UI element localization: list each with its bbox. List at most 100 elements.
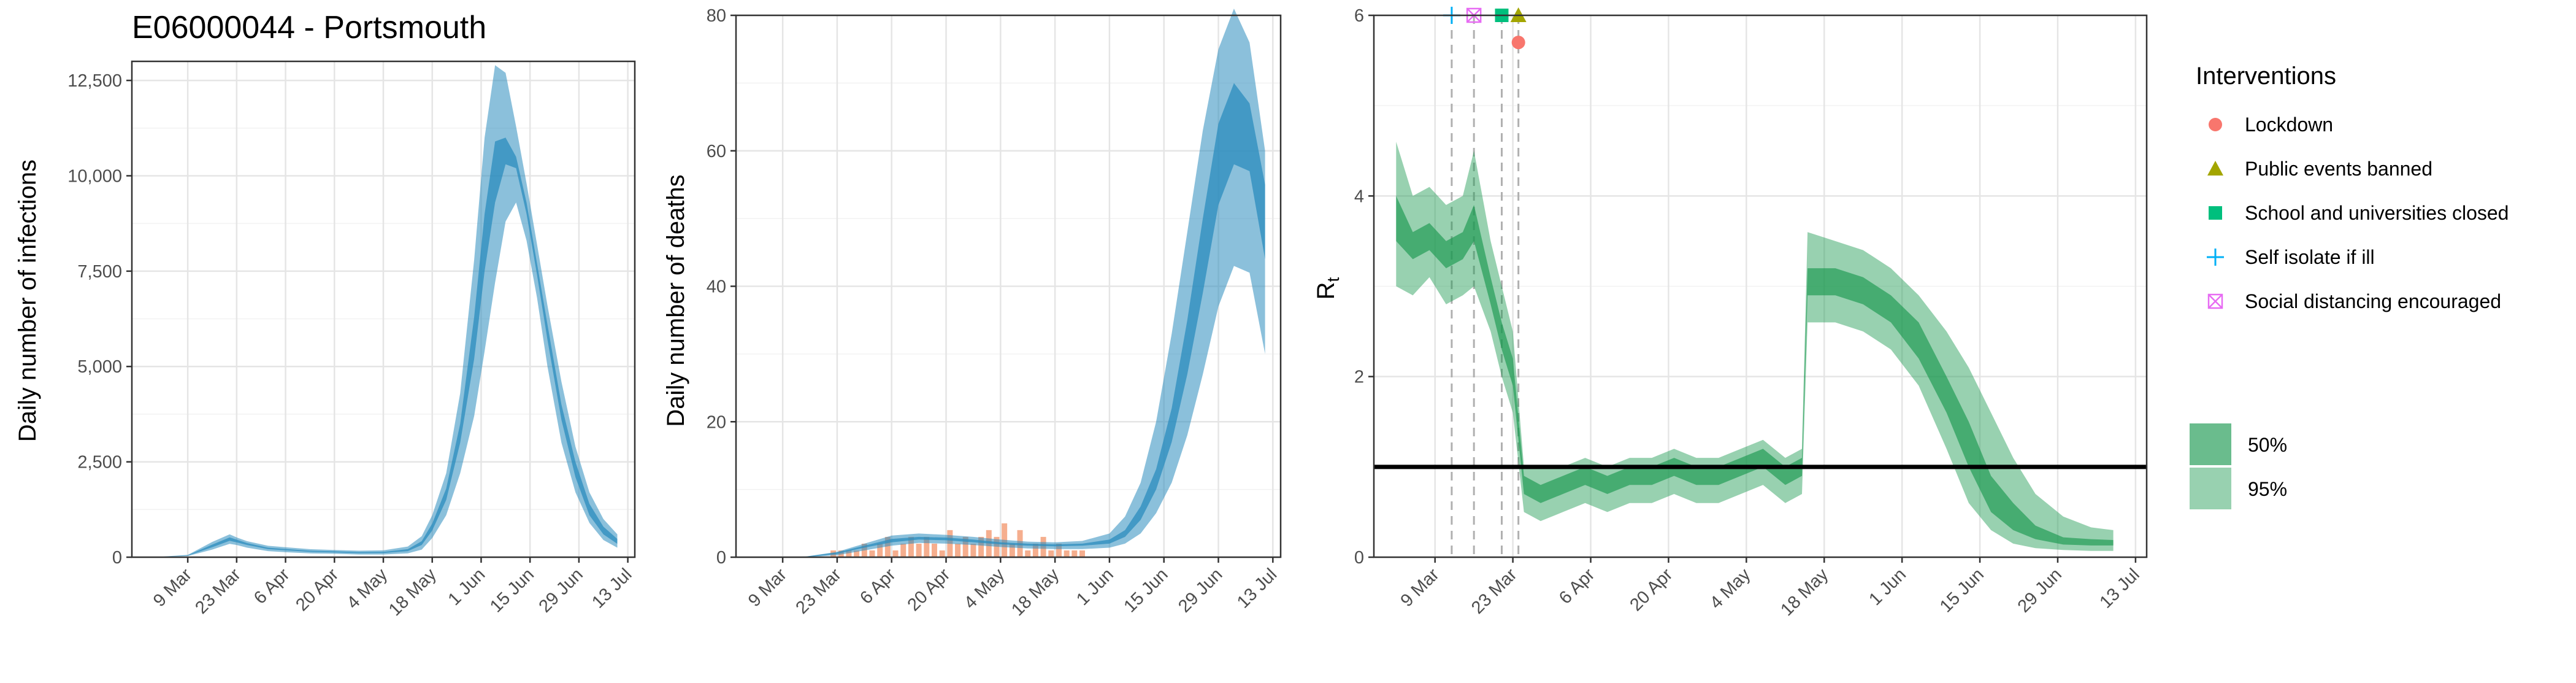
square-icon	[2209, 206, 2222, 220]
infections-panel: E06000044 - Portsmouth Daily number of i…	[14, 10, 636, 620]
x-tick-label: 6 Apr	[250, 565, 294, 608]
y-tick-label: 0	[112, 548, 122, 568]
x-tick-label: 9 Mar	[1397, 565, 1443, 611]
ci-label: 95%	[2248, 478, 2287, 500]
observed-deaths-bar	[1071, 550, 1078, 557]
observed-deaths-bar	[877, 543, 883, 557]
ci-legend: 50% 95%	[2190, 423, 2287, 509]
y-tick-label: 2,500	[77, 453, 122, 473]
y-tick-label: 0	[1354, 548, 1364, 568]
x-tick-label: 18 May	[1008, 565, 1063, 620]
x-tick-label: 4 May	[343, 565, 391, 613]
x-tick-label: 13 Jul	[1233, 565, 1281, 612]
observed-deaths-bar	[916, 543, 922, 557]
ci-swatch	[2190, 423, 2231, 465]
x-tick-label: 15 Jun	[1120, 565, 1171, 616]
band-50pct	[1396, 196, 2114, 546]
observed-deaths-bar	[955, 543, 961, 557]
y-tick-label: 40	[707, 277, 726, 297]
x-tick-label: 23 Mar	[792, 565, 845, 618]
legend-title: Interventions	[2196, 63, 2336, 90]
legend-label: School and universities closed	[2245, 202, 2509, 224]
grid	[132, 61, 635, 558]
y-tick-label: 60	[707, 142, 726, 161]
observed-deaths-bar	[1064, 550, 1070, 557]
x-tick-label: 4 May	[1706, 565, 1755, 613]
x-tick-label: 13 Jul	[588, 565, 635, 612]
plus-icon	[2207, 249, 2224, 266]
x-tick-label: 29 Jun	[535, 565, 587, 616]
band-95pct	[153, 65, 618, 557]
y-tick-label: 5,000	[77, 357, 122, 377]
grid	[1374, 14, 2147, 558]
observed-deaths-bar	[900, 543, 907, 557]
x-tick-label: 23 Mar	[1468, 565, 1521, 618]
observed-deaths-bar	[978, 536, 984, 557]
legend-label: Public events banned	[2245, 158, 2432, 180]
legend-items: Lockdown Public events banned School and u…	[2207, 114, 2509, 312]
chart-title: E06000044 - Portsmouth	[132, 10, 486, 45]
observed-deaths-bar	[892, 550, 899, 557]
observed-deaths-bar	[846, 550, 852, 557]
y-tick-label: 10,000	[67, 166, 122, 186]
x-tick-label: 6 Apr	[856, 565, 900, 608]
observed-deaths-bar	[1025, 550, 1031, 557]
observed-deaths-bar	[939, 550, 945, 557]
observed-deaths-bar	[970, 543, 976, 557]
x-tick-label: 23 Mar	[191, 565, 245, 618]
ci-swatch	[2190, 468, 2231, 509]
observed-deaths-bar	[908, 536, 914, 557]
ci-label: 50%	[2248, 434, 2287, 456]
legend-label: Social distancing encouraged	[2245, 290, 2501, 312]
observed-deaths-bar	[1032, 543, 1038, 557]
observed-deaths-bar	[884, 536, 891, 557]
y-tick-label: 80	[707, 6, 726, 26]
y-tick-label: 12,500	[67, 71, 122, 91]
y-axis-label: Daily number of infections	[14, 160, 41, 442]
observed-deaths-bar	[1009, 543, 1015, 557]
x-tick-label: 20 Apr	[292, 565, 342, 615]
circle-icon	[2209, 118, 2222, 131]
observed-deaths-bar	[962, 536, 968, 557]
legend: Interventions Lockdown Public events bann…	[2190, 63, 2509, 509]
boxed-x-icon	[2207, 293, 2223, 309]
rt-subscript: t	[1324, 277, 1343, 282]
x-tick-label: 29 Jun	[1175, 565, 1226, 616]
observed-deaths-bar	[1056, 543, 1062, 557]
observed-deaths-bar	[854, 550, 860, 557]
x-tick-label: 1 Jun	[1865, 565, 1910, 609]
x-tick-label: 1 Jun	[1073, 565, 1117, 609]
y-tick-label: 6	[1354, 6, 1364, 26]
observed-deaths-bar	[869, 550, 875, 557]
intervention-marker-circle	[1511, 36, 1525, 50]
x-tick-label: 4 May	[960, 565, 1009, 613]
band-95pct	[751, 9, 1265, 557]
rt-symbol: R	[1313, 282, 1340, 299]
x-tick-label: 9 Mar	[745, 565, 791, 611]
legend-label: Self isolate if ill	[2245, 246, 2375, 268]
y-tick-label: 20	[707, 412, 726, 432]
y-tick-label: 2	[1354, 368, 1364, 387]
band-50pct	[751, 83, 1265, 557]
observed-deaths-bar	[931, 543, 937, 557]
y-axis-label: Rt	[1313, 277, 1343, 299]
observed-deaths-bar	[924, 536, 930, 557]
panel-border	[1373, 14, 2148, 558]
y-tick-label: 0	[716, 548, 726, 568]
rt-panel: Rt 0 2 4 6 9 Mar 23 Mar 6 Apr 20 Apr 4 May 18 May…	[1313, 6, 2148, 620]
x-tick-label: 1 Jun	[445, 565, 489, 609]
x-tick-label: 18 May	[1777, 565, 1832, 620]
x-tick-label: 6 Apr	[1555, 565, 1599, 608]
legend-label: Lockdown	[2245, 114, 2333, 136]
x-tick-label: 20 Apr	[904, 565, 954, 615]
x-tick-label: 9 Mar	[150, 565, 196, 611]
x-tick-label: 15 Jun	[486, 565, 538, 616]
x-tick-label: 13 Jul	[2096, 565, 2143, 612]
observed-deaths-bar	[1048, 550, 1054, 557]
deaths-panel: Daily number of deaths 0 20 40 60 80 9 Mar 23 …	[662, 6, 1282, 620]
y-tick-label: 7,500	[77, 262, 122, 282]
observed-deaths-bar	[994, 536, 1000, 557]
y-axis-label: Daily number of deaths	[662, 174, 689, 426]
